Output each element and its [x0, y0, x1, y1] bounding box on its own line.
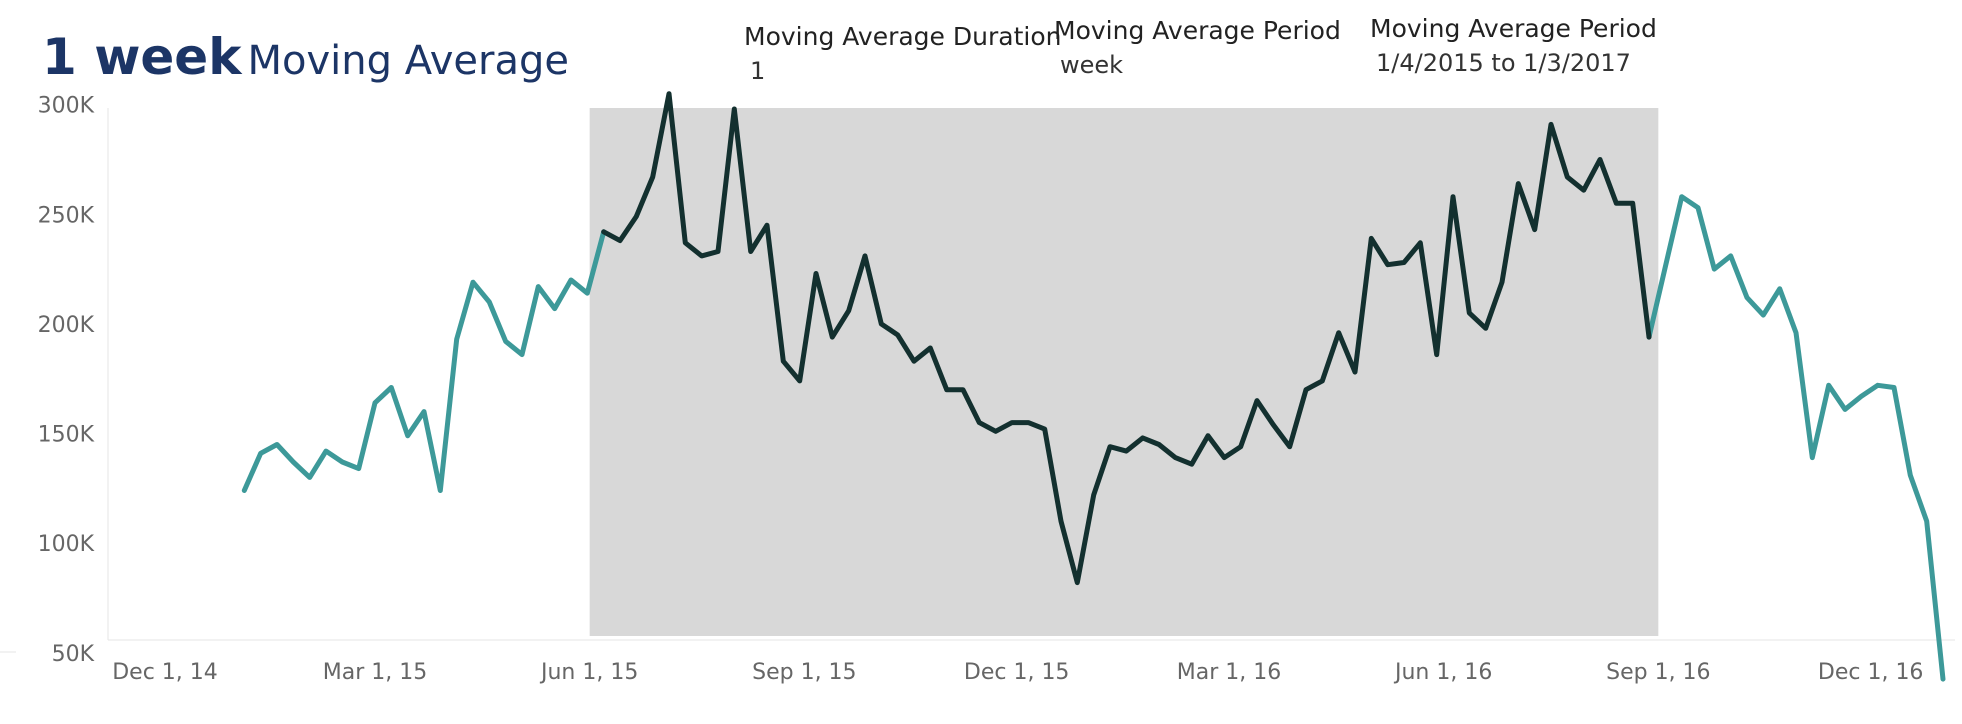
x-tick-label: Jun 1, 15	[539, 660, 638, 685]
param-period-unit-value[interactable]: week	[1060, 51, 1124, 79]
highlight-band	[589, 108, 1659, 636]
param-period-unit[interactable]: Moving Average Period week	[1054, 16, 1341, 79]
x-tick-label: Sep 1, 16	[1606, 660, 1710, 685]
series-line-after	[1646, 194, 1946, 682]
param-duration[interactable]: Moving Average Duration 1	[744, 22, 1061, 85]
series-line-highlighted	[601, 91, 1652, 586]
param-duration-value[interactable]: 1	[750, 57, 766, 85]
x-tick-label: Sep 1, 15	[752, 660, 856, 685]
param-duration-label: Moving Average Duration	[744, 22, 1062, 51]
param-period-range[interactable]: Moving Average Period 1/4/2015 to 1/3/20…	[1370, 14, 1657, 77]
x-tick-label: Mar 1, 15	[323, 660, 427, 685]
x-tick-label: Dec 1, 14	[112, 660, 218, 685]
param-period-range-value[interactable]: 1/4/2015 to 1/3/2017	[1376, 49, 1631, 77]
x-tick-label: Mar 1, 16	[1177, 660, 1281, 685]
y-tick-label: 200K	[38, 313, 95, 338]
title-text: Moving Average	[247, 38, 569, 84]
title-duration: 1 week	[42, 28, 242, 86]
series-line-before	[241, 229, 607, 493]
param-period-unit-label: Moving Average Period	[1054, 16, 1341, 45]
y-tick-label: 50K	[52, 642, 95, 667]
y-tick-label: 250K	[38, 203, 95, 228]
y-tick-label: 150K	[38, 423, 95, 448]
x-tick-label: Dec 1, 16	[1818, 660, 1924, 685]
y-tick-label: 100K	[38, 532, 95, 557]
x-tick-label: Jun 1, 16	[1393, 660, 1492, 685]
param-period-range-label: Moving Average Period	[1370, 14, 1657, 43]
x-tick-label: Dec 1, 15	[964, 660, 1070, 685]
chart-title: 1 week Moving Average	[42, 28, 569, 86]
y-tick-label: 300K	[38, 94, 95, 119]
